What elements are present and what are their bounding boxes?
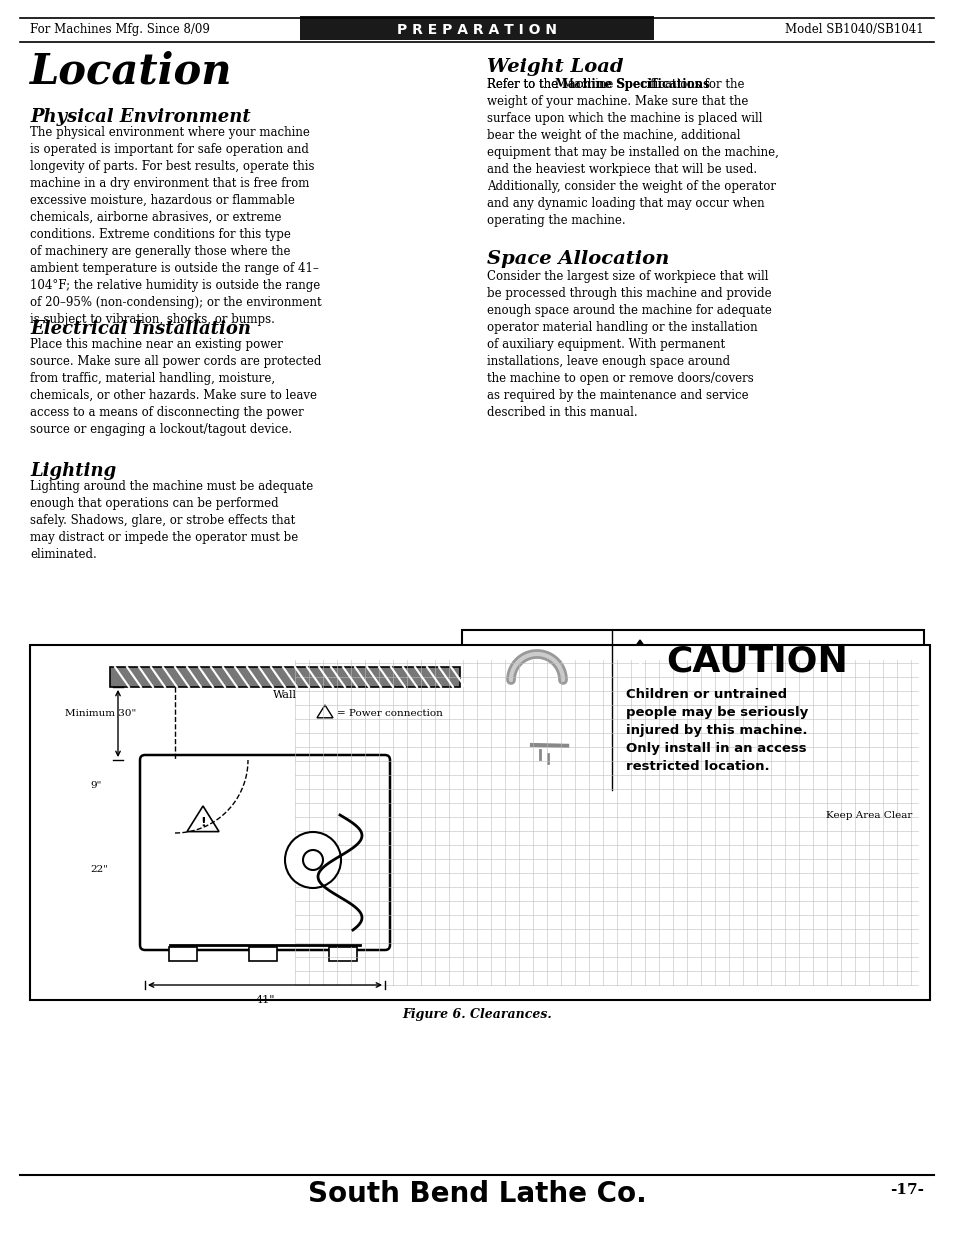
Text: Space Allocation: Space Allocation: [486, 249, 669, 268]
FancyBboxPatch shape: [249, 947, 276, 961]
Text: For Machines Mfg. Since 8/09: For Machines Mfg. Since 8/09: [30, 23, 210, 36]
Text: Lighting: Lighting: [30, 462, 116, 480]
Text: 22": 22": [90, 866, 108, 874]
Text: The physical environment where your machine
is operated is important for safe op: The physical environment where your mach…: [30, 126, 321, 326]
Text: Refer to the: Refer to the: [486, 78, 561, 91]
Text: Consider the largest size of workpiece that will
be processed through this machi: Consider the largest size of workpiece t…: [486, 270, 771, 419]
Text: Machine Specifications: Machine Specifications: [555, 78, 709, 91]
Text: South Bend Lathe Co.: South Bend Lathe Co.: [307, 1179, 646, 1208]
Text: Model SB1040/SB1041: Model SB1040/SB1041: [784, 23, 923, 36]
Polygon shape: [316, 705, 333, 718]
Text: 41": 41": [255, 995, 274, 1005]
Text: Wall: Wall: [273, 690, 296, 700]
FancyBboxPatch shape: [504, 683, 568, 739]
FancyBboxPatch shape: [507, 685, 565, 736]
Polygon shape: [187, 806, 219, 831]
Circle shape: [303, 850, 323, 869]
Text: !: !: [636, 652, 642, 667]
Text: Minimum 30": Minimum 30": [65, 709, 136, 718]
Text: Physical Environment: Physical Environment: [30, 107, 251, 126]
Text: -17-: -17-: [889, 1183, 923, 1197]
FancyBboxPatch shape: [329, 947, 356, 961]
Circle shape: [285, 832, 340, 888]
FancyBboxPatch shape: [140, 755, 390, 950]
FancyBboxPatch shape: [169, 947, 196, 961]
Text: Children or untrained
people may be seriously
injured by this machine.
Only inst: Children or untrained people may be seri…: [625, 688, 807, 773]
FancyBboxPatch shape: [299, 16, 654, 40]
FancyBboxPatch shape: [533, 718, 540, 730]
FancyBboxPatch shape: [461, 630, 923, 790]
Text: Weight Load: Weight Load: [486, 58, 623, 77]
Text: Lighting around the machine must be adequate
enough that operations can be perfo: Lighting around the machine must be adeq…: [30, 480, 313, 561]
Text: !: !: [200, 816, 206, 830]
Text: Keep Area Clear: Keep Area Clear: [824, 810, 911, 820]
Text: Place this machine near an existing power
source. Make sure all power cords are : Place this machine near an existing powe…: [30, 338, 321, 436]
Text: = Power connection: = Power connection: [336, 709, 442, 718]
Text: 9": 9": [90, 781, 101, 789]
FancyBboxPatch shape: [110, 667, 459, 687]
Text: Figure 6. Clearances.: Figure 6. Clearances.: [402, 1008, 551, 1021]
Text: Electrical Installation: Electrical Installation: [30, 320, 251, 338]
Polygon shape: [619, 640, 659, 668]
FancyBboxPatch shape: [30, 645, 929, 1000]
Text: Refer to the Machine Specifications for the
weight of your machine. Make sure th: Refer to the Machine Specifications for …: [486, 78, 778, 227]
Text: Location: Location: [30, 49, 233, 91]
Text: P R E P A R A T I O N: P R E P A R A T I O N: [396, 23, 557, 37]
Text: CAUTION: CAUTION: [665, 643, 847, 678]
Circle shape: [527, 704, 545, 722]
